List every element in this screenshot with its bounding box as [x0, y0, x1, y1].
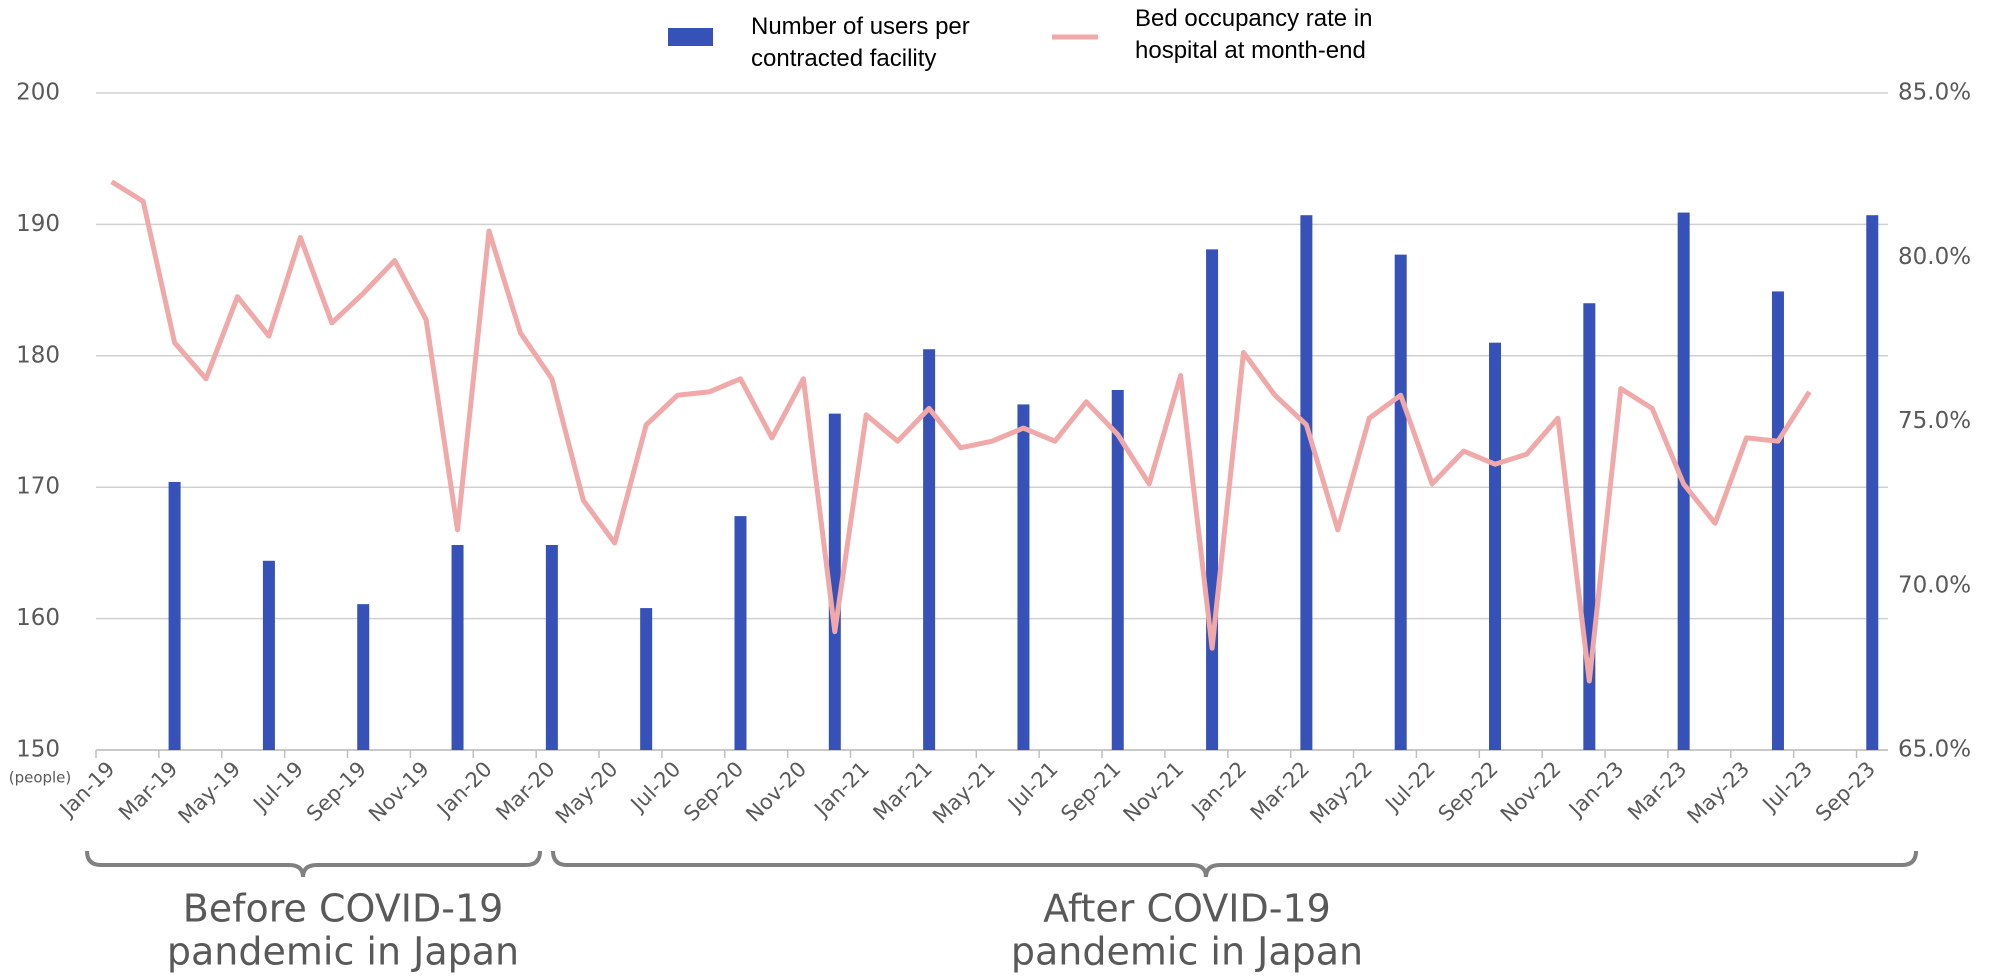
- x-tick-label: May-19: [174, 757, 246, 829]
- bar: [640, 608, 653, 750]
- bar: [545, 545, 558, 750]
- legend-label: Number of users per contracted facility: [751, 13, 970, 72]
- bar: [1394, 254, 1407, 750]
- x-tick-label: Sep-22: [1434, 757, 1503, 826]
- y-tick-label: 170: [16, 474, 60, 500]
- bar: [1017, 404, 1030, 750]
- bar: [828, 413, 841, 750]
- x-tick-label: Jan-19: [54, 757, 120, 823]
- y-tick-label: 160: [16, 605, 60, 631]
- y-tick-label: 190: [16, 211, 60, 237]
- bar: [262, 560, 275, 750]
- bar: [1111, 389, 1124, 750]
- bar: [923, 349, 936, 750]
- x-tick-label: May-23: [1683, 757, 1755, 829]
- x-tick-label: Mar-19: [114, 757, 182, 825]
- bracket: [551, 850, 1918, 878]
- annotation: pandemic in Japan: [167, 930, 519, 974]
- bar: [451, 545, 464, 750]
- x-tick-label: Sep-19: [302, 757, 371, 826]
- x-tick-label: Mar-22: [1246, 757, 1314, 825]
- y-tick-label: 180: [16, 342, 60, 368]
- bar: [357, 604, 370, 750]
- x-tick-label: Mar-23: [1623, 757, 1691, 825]
- x-tick-label: Sep-21: [1056, 757, 1125, 826]
- x-tick-label: Nov-21: [1119, 757, 1189, 827]
- x-tick-label: Jan-22: [1186, 757, 1252, 823]
- x-tick-label: May-21: [928, 757, 1000, 829]
- y-tick-label: 150: [16, 737, 60, 763]
- annotation: Before COVID-19: [183, 887, 504, 931]
- x-tick-label: May-22: [1305, 757, 1377, 829]
- x-tick-label: Nov-19: [364, 757, 434, 827]
- bar: [1300, 215, 1313, 750]
- x-tick-label: Nov-22: [1496, 757, 1566, 827]
- legend-label: Bed occupancy rate in hospital at month-…: [1135, 5, 1373, 64]
- bar: [734, 516, 747, 750]
- bar: [1206, 249, 1219, 750]
- y-axis-label: (people): [9, 769, 72, 787]
- x-tick-label: Jul-22: [1379, 757, 1440, 818]
- annotation: After COVID-19: [1043, 887, 1331, 931]
- annotation: pandemic in Japan: [1011, 930, 1363, 974]
- x-tick-label: Mar-21: [869, 757, 937, 825]
- x-tick-label: Jan-20: [431, 757, 497, 823]
- legend-swatch-bar: [668, 28, 713, 46]
- bar: [168, 481, 181, 750]
- y2-tick-label: 70.0%: [1898, 572, 1971, 598]
- x-tick-label: Jul-23: [1757, 757, 1818, 818]
- bracket: [85, 850, 542, 878]
- x-tick-label: Sep-20: [679, 757, 748, 826]
- y-tick-label: 200: [16, 80, 60, 106]
- bar: [1866, 215, 1879, 750]
- x-tick-label: May-20: [551, 757, 623, 829]
- x-tick-label: Jul-19: [248, 757, 309, 818]
- y2-tick-label: 85.0%: [1898, 80, 1971, 106]
- y2-tick-label: 65.0%: [1898, 737, 1971, 763]
- x-tick-label: Jan-21: [808, 757, 874, 823]
- y2-tick-label: 80.0%: [1898, 244, 1971, 270]
- x-tick-label: Nov-20: [741, 757, 811, 827]
- x-tick-label: Jul-21: [1002, 757, 1063, 818]
- x-tick-label: Jan-23: [1563, 757, 1629, 823]
- bar: [1489, 342, 1502, 750]
- line: [110, 179, 1812, 684]
- y2-tick-label: 75.0%: [1898, 408, 1971, 434]
- bar: [1771, 291, 1784, 750]
- x-tick-label: Mar-20: [491, 757, 559, 825]
- x-tick-label: Sep-23: [1811, 757, 1880, 826]
- x-tick-label: Jul-20: [625, 757, 686, 818]
